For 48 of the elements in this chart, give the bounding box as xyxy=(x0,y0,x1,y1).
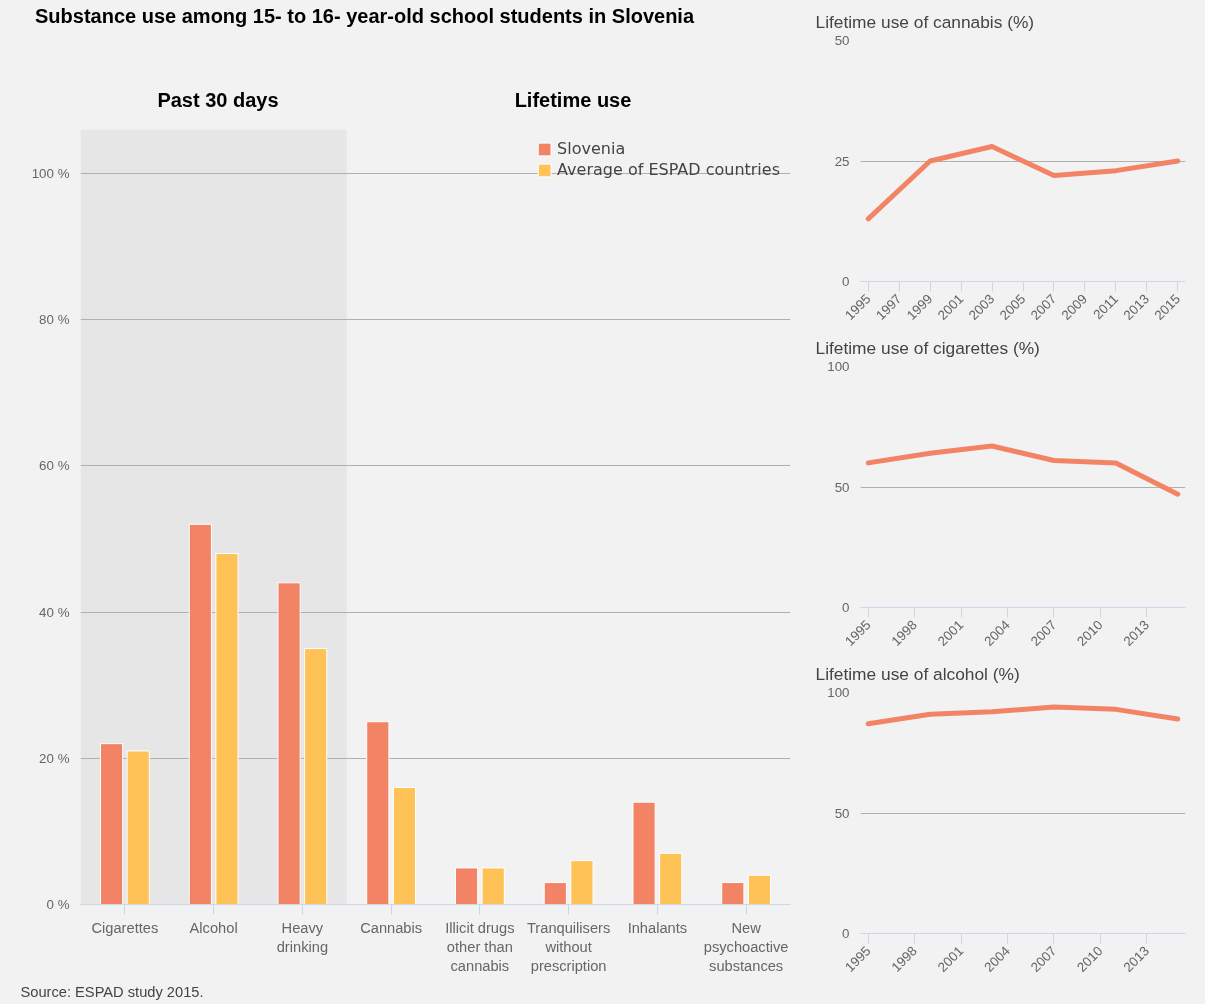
legend-label: Average of ESPAD countries xyxy=(557,160,780,179)
x-tick-label: Illicit drugs other than cannabis xyxy=(445,919,515,974)
bar xyxy=(366,721,390,905)
y-tick-label: 0 xyxy=(842,274,850,289)
y-tick-label: 60 % xyxy=(39,458,70,474)
y-tick-label: 25 xyxy=(834,153,850,169)
text: Lifetime use xyxy=(514,89,632,112)
chart-title: Lifetime use of cannabis (%) xyxy=(815,11,1035,32)
bar xyxy=(632,801,656,905)
y-tick-label: 40 % xyxy=(39,604,70,620)
y-tick-label: 50 xyxy=(834,479,850,495)
x-tick-label: New psychoactive substances xyxy=(703,919,789,974)
bar xyxy=(454,867,479,905)
y-tick-label: 20 % xyxy=(39,750,70,766)
y-tick-label: 50 xyxy=(834,33,850,48)
x-tick-label: Cannabis xyxy=(360,919,423,936)
bar xyxy=(215,553,239,905)
y-tick-label: 100 xyxy=(827,685,850,700)
bar xyxy=(747,874,772,905)
bar xyxy=(721,882,745,905)
bar xyxy=(392,787,417,905)
x-tick-label: Alcohol xyxy=(189,919,238,936)
legend-label: Slovenia xyxy=(557,139,626,158)
bar xyxy=(277,582,301,905)
source-note: Source: ESPAD study 2015. xyxy=(20,983,204,1000)
bar xyxy=(99,743,124,905)
y-tick-label: 100 xyxy=(827,359,850,374)
x-tick-label: Tranquilisers without prescription xyxy=(526,919,611,974)
bar xyxy=(126,750,150,905)
y-tick-label: 80 % xyxy=(39,312,70,328)
y-tick-label: 100 % xyxy=(31,165,70,181)
chart-title: Lifetime use of cigarettes (%) xyxy=(815,337,1040,358)
bar xyxy=(188,523,212,905)
chart-title: Substance use among 15- to 16- year-old school students in Slovenia xyxy=(34,5,695,28)
chart-title: Lifetime use of alcohol (%) xyxy=(815,663,1020,684)
band-label: Past 30 days xyxy=(157,89,279,112)
x-tick-label: Inhalants xyxy=(627,919,688,936)
x-tick-label: Heavy drinking xyxy=(276,919,329,955)
bar xyxy=(570,860,594,905)
bar xyxy=(304,648,328,905)
y-tick-label: 50 xyxy=(834,805,850,821)
bar xyxy=(543,882,567,905)
bar xyxy=(481,867,505,905)
y-tick-label: 0 xyxy=(842,600,850,615)
y-tick-label: 0 % xyxy=(46,897,70,912)
x-tick-label: Cigarettes xyxy=(91,919,159,936)
y-tick-label: 0 xyxy=(842,926,850,941)
bar xyxy=(659,852,683,905)
